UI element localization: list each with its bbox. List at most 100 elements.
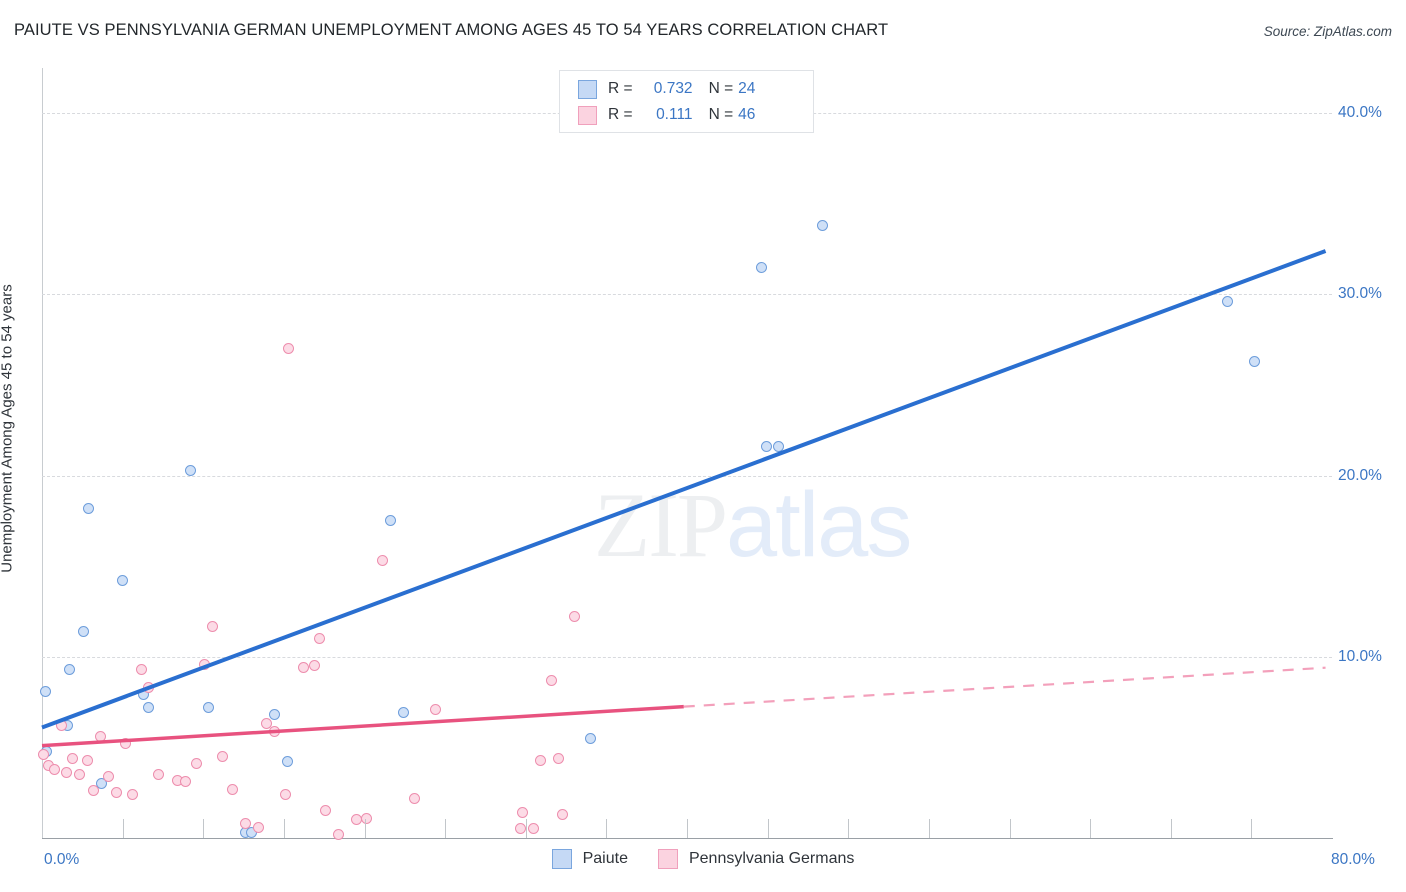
x-axis-tick bbox=[1090, 819, 1092, 838]
series-legend: Paiute Pennsylvania Germans bbox=[0, 849, 1406, 869]
y-axis-title: Unemployment Among Ages 45 to 54 years bbox=[0, 284, 16, 573]
scatter-point bbox=[268, 725, 280, 737]
r-label-pennsylvania-germans: R = bbox=[608, 106, 633, 123]
watermark-zip: ZIP bbox=[594, 474, 728, 576]
scatter-point bbox=[142, 702, 154, 714]
scatter-point bbox=[568, 611, 580, 623]
x-axis-tick bbox=[445, 819, 447, 838]
n-value-pennsylvania-germans: 46 bbox=[738, 106, 756, 123]
scatter-point bbox=[515, 823, 527, 835]
n-label-pennsylvania-germans: N = bbox=[708, 106, 734, 123]
scatter-point bbox=[313, 633, 325, 645]
trend-lines bbox=[41, 249, 1327, 748]
scatter-point bbox=[126, 789, 138, 801]
n-value-paiute: 24 bbox=[738, 80, 756, 97]
scatter-point bbox=[360, 812, 372, 824]
scatter-point bbox=[152, 769, 164, 781]
x-axis-tick bbox=[122, 819, 124, 838]
x-axis-tick bbox=[1251, 819, 1253, 838]
scatter-point bbox=[281, 756, 293, 768]
scatter-point bbox=[81, 754, 93, 766]
source-attribution: Source: ZipAtlas.com bbox=[1263, 24, 1392, 39]
r-label-paiute: R = bbox=[608, 80, 633, 97]
scatter-point bbox=[760, 441, 772, 453]
watermark-atlas: atlas bbox=[726, 474, 912, 576]
scatter-point bbox=[191, 758, 203, 770]
scatter-point bbox=[110, 787, 122, 799]
scatter-point bbox=[528, 823, 540, 835]
page-title: PAIUTE VS PENNSYLVANIA GERMAN UNEMPLOYME… bbox=[14, 21, 889, 39]
scatter-point bbox=[397, 707, 409, 719]
scatter-point bbox=[557, 808, 569, 820]
correlation-stats-box: R = 0.732 N = 24 R = 0.111 N = 46 bbox=[559, 70, 814, 133]
scatter-point bbox=[333, 828, 345, 840]
paiute-swatch-icon bbox=[551, 849, 572, 869]
x-axis-tick bbox=[848, 819, 850, 838]
x-axis-tick bbox=[928, 819, 930, 838]
x-axis-tick bbox=[283, 819, 285, 838]
scatter-point bbox=[96, 778, 108, 790]
x-axis-tick bbox=[525, 819, 527, 838]
scatter-point bbox=[517, 807, 529, 819]
scatter-point bbox=[38, 749, 50, 761]
scatter-point bbox=[73, 769, 85, 781]
stats-row-paiute: R = 0.732 N = 24 bbox=[560, 76, 813, 102]
scatter-point bbox=[283, 343, 295, 355]
scatter-point bbox=[309, 660, 320, 672]
scatter-point bbox=[94, 731, 106, 743]
scatter-point bbox=[534, 754, 546, 766]
scatter-point bbox=[78, 625, 90, 637]
scatter-point bbox=[102, 770, 114, 782]
scatter-point bbox=[239, 818, 251, 829]
legend-swatch-paiute-icon bbox=[578, 79, 597, 99]
scatter-point bbox=[199, 658, 211, 670]
x-axis-tick bbox=[687, 819, 688, 838]
x-axis-tick bbox=[767, 819, 769, 838]
r-value-paiute: 0.732 bbox=[653, 80, 693, 97]
scatter-point bbox=[83, 502, 95, 514]
legend-item-paiute[interactable]: Paiute bbox=[551, 849, 628, 869]
pennsylvania-germans-swatch-icon bbox=[657, 849, 678, 869]
scatter-point bbox=[1221, 296, 1233, 308]
scatter-point bbox=[429, 703, 441, 715]
scatter-point bbox=[120, 738, 132, 750]
scatter-point bbox=[1249, 356, 1261, 367]
trend-line-pennsylvania-germans-projected bbox=[683, 666, 1326, 708]
y-axis-tick-label: 20.0% bbox=[1338, 466, 1382, 484]
scatter-point bbox=[773, 441, 785, 453]
x-axis-label-min: 0.0% bbox=[44, 851, 80, 868]
scatter-point bbox=[60, 767, 72, 779]
scatter-point bbox=[297, 662, 309, 674]
x-axis-tick bbox=[203, 819, 205, 838]
gridline bbox=[42, 656, 1332, 658]
scatter-point bbox=[142, 682, 154, 694]
scatter-point bbox=[39, 685, 51, 697]
legend-label-paiute: Paiute bbox=[582, 850, 628, 867]
x-axis-tick bbox=[606, 819, 608, 838]
scatter-point bbox=[63, 664, 75, 675]
r-value-pennsylvania-germans: 0.111 bbox=[656, 106, 693, 123]
scatter-point bbox=[408, 792, 420, 804]
scatter-point bbox=[180, 776, 191, 788]
legend-swatch-pennsylvania-germans-icon bbox=[578, 105, 597, 125]
scatter-point bbox=[88, 785, 100, 797]
scatter-point bbox=[217, 750, 229, 762]
scatter-point bbox=[117, 575, 129, 587]
scatter-point bbox=[552, 752, 564, 764]
y-axis-tick-label: 10.0% bbox=[1338, 647, 1382, 665]
zipatlas-watermark: ZIPatlas bbox=[594, 472, 912, 578]
scatter-point bbox=[279, 789, 291, 801]
y-axis-tick-label: 40.0% bbox=[1338, 104, 1382, 122]
y-axis-tick-label: 30.0% bbox=[1338, 285, 1382, 303]
scatter-point bbox=[816, 220, 828, 232]
legend-item-pennsylvania-germans[interactable]: Pennsylvania Germans bbox=[657, 849, 854, 869]
scatter-point bbox=[49, 763, 61, 775]
scatter-point bbox=[226, 783, 238, 795]
scatter-point bbox=[320, 805, 332, 817]
scatter-point bbox=[55, 720, 67, 732]
x-axis-line bbox=[42, 838, 1333, 839]
scatter-point bbox=[755, 261, 767, 273]
scatter-point bbox=[207, 620, 219, 632]
scatter-point bbox=[202, 702, 214, 714]
scatter-point bbox=[384, 515, 396, 527]
